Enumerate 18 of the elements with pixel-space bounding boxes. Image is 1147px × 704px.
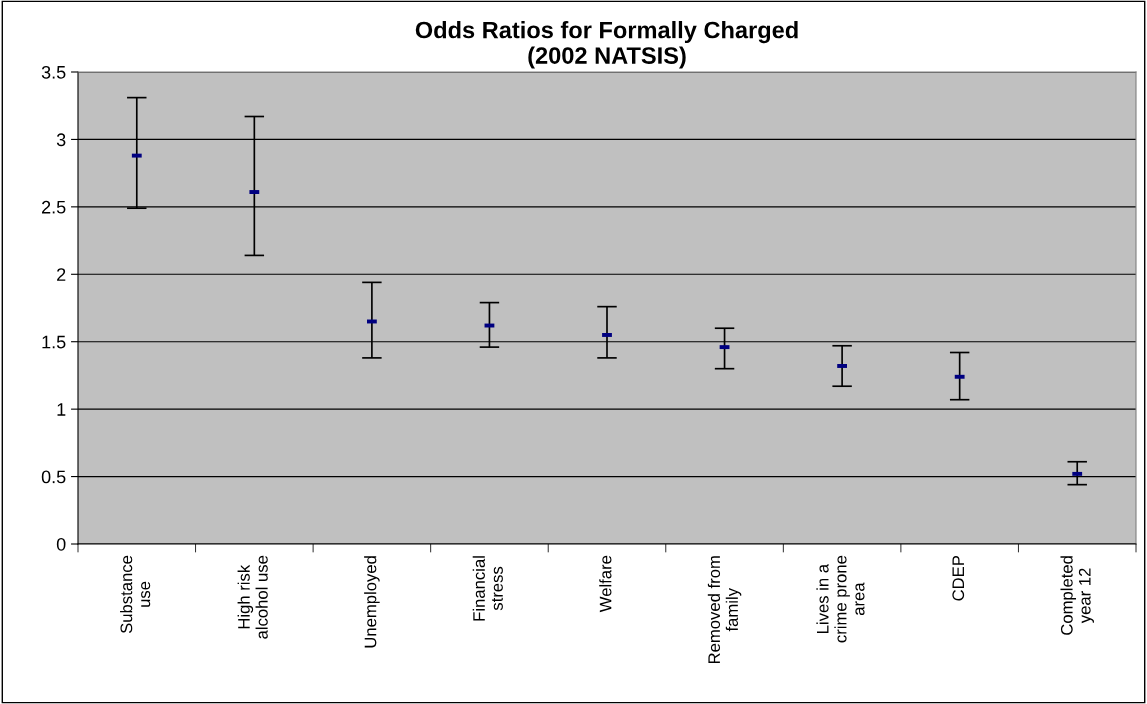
x-tick-label: Substance use [120, 555, 151, 634]
y-tick-label: 2 [57, 268, 66, 281]
y-tick-label: 0.5 [41, 470, 66, 484]
x-tick-label: Completed year 12 [1060, 556, 1094, 635]
x-tick-label: CDEP [952, 555, 965, 601]
y-tick-label: 3 [56, 133, 66, 147]
y-tick-label: 0 [56, 537, 66, 551]
x-tick-label: High risk alcohol use [237, 555, 268, 639]
x-tick-label: Removed from family [707, 556, 742, 664]
x-tick-label: Welfare [599, 555, 612, 613]
y-tick-label: 2.5 [42, 200, 66, 214]
y-tick-label: 1.5 [42, 335, 66, 349]
x-tick-label: Lives in a crime prone area [816, 555, 865, 643]
x-tick-label: Financial stress [472, 556, 503, 621]
chart-title: Odds Ratios for Formally Charged (2002 NATSIS) [415, 21, 798, 69]
y-tick-label: 1 [57, 403, 66, 416]
y-tick-label: 3.5 [41, 65, 66, 79]
x-tick-label: Unemployed [364, 556, 380, 648]
